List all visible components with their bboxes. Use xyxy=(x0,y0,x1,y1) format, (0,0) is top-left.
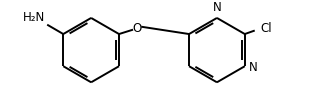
Text: H₂N: H₂N xyxy=(23,11,45,24)
Text: O: O xyxy=(132,22,142,35)
Text: N: N xyxy=(212,1,221,14)
Text: Cl: Cl xyxy=(260,22,272,35)
Text: N: N xyxy=(248,61,257,74)
